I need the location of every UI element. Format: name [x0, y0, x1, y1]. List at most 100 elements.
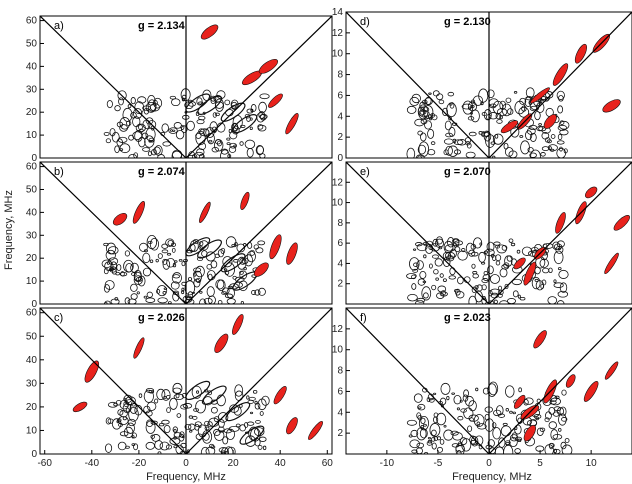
- contour-noise: [461, 103, 473, 110]
- contour-noise: [502, 422, 508, 426]
- contour-noise: [137, 96, 147, 104]
- contour-noise: [559, 120, 565, 125]
- contour-noise: [483, 109, 492, 121]
- contour-noise: [481, 111, 487, 117]
- panel-label: d): [360, 16, 370, 28]
- contour-noise: [222, 436, 229, 445]
- contour-noise: [428, 114, 433, 120]
- contour-noise: [240, 124, 246, 128]
- contour-noise: [244, 254, 253, 267]
- contour-noise: [558, 269, 569, 279]
- contour-noise: [199, 240, 209, 251]
- contour-noise: [506, 255, 513, 262]
- contour-noise: [192, 239, 199, 244]
- contour-noise: [541, 279, 547, 286]
- contour-noise: [514, 448, 521, 454]
- contour-noise: [484, 248, 495, 257]
- contour-noise: [437, 285, 447, 293]
- contour-noise: [558, 95, 564, 102]
- contour-noise: [516, 249, 521, 254]
- panel-label: e): [360, 166, 370, 178]
- contour-noise: [120, 271, 125, 277]
- contour-noise: [417, 403, 426, 411]
- contour-noise: [534, 110, 541, 121]
- anti-diagonal-line: [40, 308, 187, 454]
- contour-noise: [212, 112, 217, 118]
- contour-noise: [544, 444, 554, 454]
- contour-noise: [557, 267, 562, 271]
- contour-noise: [178, 433, 185, 442]
- contour-noise: [467, 425, 473, 432]
- contour-noise: [491, 254, 497, 261]
- y-tick-label: 60: [26, 16, 38, 27]
- contour-noise: [124, 297, 131, 304]
- contour-noise: [119, 117, 131, 130]
- contour-noise: [418, 416, 429, 431]
- contour-noise: [130, 293, 138, 300]
- contour-noise: [533, 414, 542, 419]
- red-peak: [523, 424, 536, 442]
- y-tick-label: 20: [26, 107, 38, 118]
- y-tick-label: 50: [26, 38, 38, 49]
- contour-noise: [447, 237, 455, 248]
- contour-noise: [512, 290, 519, 298]
- contour-noise: [146, 401, 157, 411]
- y-tick-label: 4: [337, 111, 343, 122]
- contour-noise: [411, 274, 417, 280]
- contour-noise: [255, 419, 261, 424]
- y-tick-label: 4: [337, 258, 343, 269]
- contour-noise: [198, 128, 205, 135]
- y-tick-label: 6: [337, 386, 343, 397]
- contour-noise: [480, 101, 484, 106]
- contour-noise: [125, 445, 130, 449]
- contour-noise: [169, 397, 178, 410]
- contour-noise: [143, 107, 150, 115]
- contour-noise: [496, 119, 503, 124]
- contour-noise: [496, 244, 507, 254]
- contour-noise: [162, 291, 167, 295]
- contour-noise: [221, 291, 227, 295]
- contour-noise: [465, 242, 475, 255]
- g-value-label: g = 2.023: [444, 312, 491, 324]
- contour-noise: [161, 123, 169, 133]
- contour-noise: [213, 139, 224, 152]
- x-tick-label: -60: [37, 458, 52, 469]
- contour-noise: [154, 145, 163, 156]
- contour-noise: [439, 439, 445, 445]
- contour-noise: [116, 420, 120, 424]
- contour-noise: [149, 259, 154, 264]
- contour-noise: [420, 417, 426, 425]
- y-tick-label: 40: [26, 61, 38, 72]
- contour-noise: [145, 117, 154, 125]
- contour-noise: [114, 105, 121, 112]
- contour-noise: [432, 254, 439, 259]
- contour-noise: [439, 273, 444, 278]
- contour-noise: [529, 132, 537, 142]
- contour-noise: [471, 286, 477, 293]
- contour-noise: [417, 104, 429, 120]
- contour-noise: [487, 439, 495, 448]
- contour-noise: [139, 242, 148, 252]
- contour-noise: [163, 395, 167, 399]
- red-peak: [200, 24, 219, 40]
- contour-noise: [153, 97, 163, 109]
- contour-noise: [481, 278, 489, 284]
- contour-noise: [556, 140, 565, 145]
- contour-noise: [130, 112, 137, 119]
- x-axis-label-right: Frequency, MHz: [452, 471, 532, 483]
- contour-noise: [553, 279, 557, 284]
- g-value-label: g = 2.070: [444, 166, 491, 178]
- contour-noise: [448, 275, 457, 280]
- contour-noise: [548, 146, 552, 150]
- contour-noise: [495, 254, 502, 262]
- contour-noise: [422, 423, 427, 427]
- contour-noise: [249, 126, 253, 131]
- anti-diagonal-line: [40, 16, 187, 158]
- contour-noise: [444, 244, 456, 252]
- contour-noise: [219, 149, 230, 158]
- contour-noise: [147, 94, 156, 106]
- contour-noise: [178, 258, 183, 262]
- contour-noise: [452, 138, 457, 143]
- contour-noise: [176, 413, 182, 418]
